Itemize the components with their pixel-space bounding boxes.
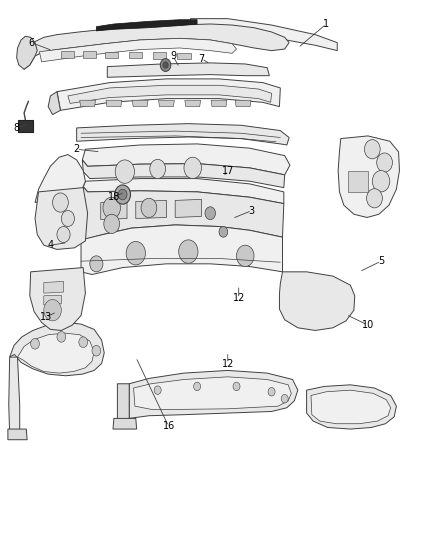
Polygon shape — [24, 24, 289, 69]
Circle shape — [126, 241, 145, 265]
Polygon shape — [9, 357, 20, 434]
Polygon shape — [136, 200, 166, 219]
Text: 13: 13 — [40, 312, 52, 322]
Polygon shape — [10, 322, 104, 376]
Polygon shape — [18, 333, 94, 373]
Polygon shape — [129, 370, 298, 418]
Text: 16: 16 — [162, 422, 175, 431]
Circle shape — [90, 256, 103, 272]
Circle shape — [44, 300, 61, 321]
Polygon shape — [105, 52, 118, 58]
Polygon shape — [134, 377, 291, 409]
Polygon shape — [83, 51, 96, 58]
Circle shape — [237, 245, 254, 266]
Circle shape — [364, 140, 380, 159]
Text: 12: 12 — [233, 294, 245, 303]
Polygon shape — [175, 199, 201, 217]
Polygon shape — [117, 384, 129, 421]
Text: 12: 12 — [222, 359, 234, 368]
Circle shape — [31, 338, 39, 349]
Polygon shape — [83, 179, 284, 204]
Polygon shape — [77, 124, 289, 145]
Text: 6: 6 — [28, 38, 35, 47]
Polygon shape — [8, 429, 27, 440]
Polygon shape — [101, 201, 127, 220]
Polygon shape — [17, 36, 37, 69]
Circle shape — [104, 214, 120, 233]
Polygon shape — [96, 20, 197, 31]
Polygon shape — [18, 120, 33, 132]
Polygon shape — [113, 418, 137, 429]
Polygon shape — [107, 63, 269, 77]
Polygon shape — [177, 52, 191, 59]
Circle shape — [92, 345, 101, 356]
Text: 9: 9 — [170, 51, 176, 61]
Polygon shape — [30, 268, 85, 330]
Circle shape — [268, 387, 275, 396]
Circle shape — [61, 211, 74, 227]
Polygon shape — [279, 272, 355, 330]
Polygon shape — [35, 155, 85, 203]
Text: 1: 1 — [323, 19, 329, 29]
Polygon shape — [311, 390, 391, 424]
Polygon shape — [132, 100, 148, 107]
Polygon shape — [82, 160, 285, 188]
Circle shape — [163, 62, 168, 68]
Text: 8: 8 — [14, 123, 20, 133]
Polygon shape — [81, 187, 284, 240]
Polygon shape — [44, 295, 61, 305]
Circle shape — [372, 171, 390, 192]
Polygon shape — [307, 385, 396, 429]
Text: 10: 10 — [362, 320, 374, 330]
Polygon shape — [35, 188, 88, 249]
Polygon shape — [235, 100, 251, 107]
Circle shape — [184, 157, 201, 179]
Circle shape — [57, 332, 66, 342]
Circle shape — [219, 227, 228, 237]
Circle shape — [367, 189, 382, 208]
Circle shape — [115, 185, 131, 204]
Text: 18: 18 — [108, 192, 120, 202]
Polygon shape — [159, 100, 174, 107]
Polygon shape — [61, 51, 74, 58]
Polygon shape — [48, 92, 60, 115]
Circle shape — [115, 160, 134, 183]
Polygon shape — [39, 38, 237, 62]
Polygon shape — [338, 136, 399, 217]
Polygon shape — [191, 19, 337, 51]
Text: 3: 3 — [249, 206, 255, 215]
Polygon shape — [81, 225, 283, 274]
Circle shape — [194, 382, 201, 391]
Circle shape — [53, 193, 68, 212]
Circle shape — [154, 386, 161, 394]
Polygon shape — [185, 100, 201, 107]
Text: 17: 17 — [222, 166, 234, 175]
Circle shape — [79, 337, 88, 348]
Polygon shape — [82, 144, 290, 175]
Polygon shape — [211, 100, 227, 107]
Polygon shape — [57, 79, 280, 110]
Circle shape — [160, 59, 171, 71]
Polygon shape — [106, 100, 122, 107]
Circle shape — [103, 197, 120, 219]
Circle shape — [141, 198, 157, 217]
Circle shape — [377, 153, 392, 172]
Text: 4: 4 — [47, 240, 53, 250]
Polygon shape — [80, 100, 95, 107]
Polygon shape — [44, 281, 64, 293]
Circle shape — [233, 382, 240, 391]
Polygon shape — [153, 52, 166, 59]
Text: 5: 5 — [378, 256, 384, 266]
Circle shape — [118, 189, 127, 200]
Circle shape — [150, 159, 166, 179]
Circle shape — [281, 394, 288, 403]
Polygon shape — [348, 171, 368, 192]
Circle shape — [179, 240, 198, 263]
Text: 7: 7 — [198, 54, 205, 63]
Circle shape — [205, 207, 215, 220]
Polygon shape — [68, 85, 272, 103]
Circle shape — [57, 227, 70, 243]
Polygon shape — [129, 52, 142, 58]
Text: 2: 2 — [74, 144, 80, 154]
